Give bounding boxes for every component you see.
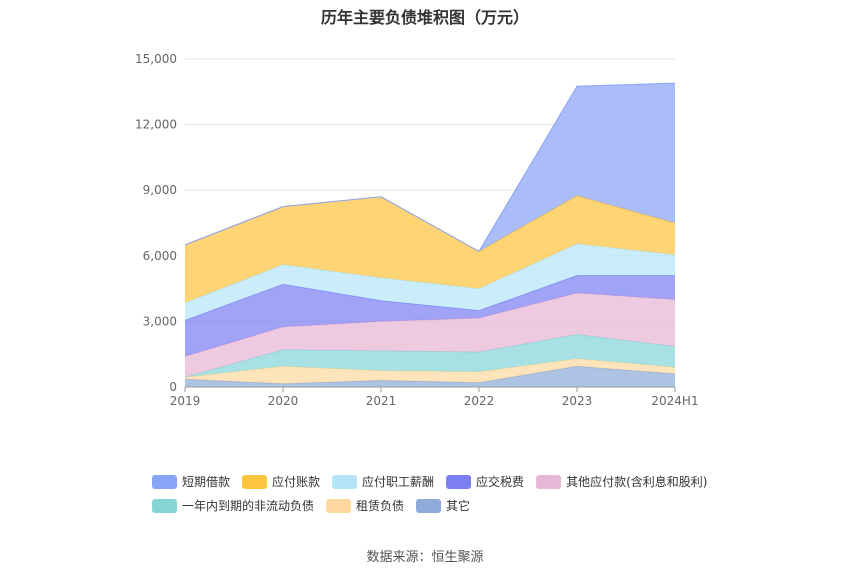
y-tick-label: 6,000 (143, 249, 177, 263)
legend-swatch[interactable] (326, 499, 352, 513)
y-tick-label: 15,000 (135, 52, 177, 66)
area-series-应付职工薪酬 (185, 243, 675, 321)
y-tick-label: 0 (169, 380, 177, 394)
legend-label[interactable]: 应交税费 (476, 474, 524, 489)
legend-swatch[interactable] (242, 475, 268, 489)
legend-swatch[interactable] (416, 499, 442, 513)
x-tick-label: 2020 (268, 394, 299, 408)
y-tick-label: 12,000 (135, 118, 177, 132)
legend-swatch[interactable] (536, 475, 562, 489)
area-series (184, 82, 676, 387)
area-series-其它 (185, 366, 675, 387)
area-series-应交税费 (185, 275, 675, 357)
legend-label[interactable]: 租赁负债 (356, 499, 404, 513)
area-edge-一年内到期的非流动负债 (184, 333, 676, 378)
data-source: 数据来源：恒生聚源 (366, 550, 484, 565)
y-tick-label: 9,000 (143, 183, 177, 197)
x-tick-label: 2019 (170, 394, 201, 408)
x-tick-label: 2022 (464, 394, 495, 408)
legend-label[interactable]: 应付账款 (272, 474, 320, 489)
chart-title: 历年主要负债堆积图（万元） (320, 8, 529, 27)
legend-swatch[interactable] (332, 475, 358, 489)
legend-swatch[interactable] (152, 475, 177, 489)
legend-label[interactable]: 应付职工薪酬 (362, 474, 434, 489)
x-tick-label: 2023 (562, 394, 593, 408)
legend-label[interactable]: 短期借款 (182, 475, 230, 489)
legend-label[interactable]: 其它 (446, 498, 470, 513)
x-tick-label: 2024H1 (651, 394, 698, 408)
axes: 0 3,000 6,000 9,000 12,000 15,000 2019 2020 2021… (135, 52, 699, 408)
legend-swatch[interactable] (152, 499, 177, 513)
legend-label[interactable]: 一年内到期的非流动负债 (182, 498, 314, 513)
y-tick-label: 3,000 (143, 314, 177, 328)
area-series-短期借款 (185, 83, 675, 252)
legend[interactable]: 短期借款 应付账款 应付职工薪酬 应交税费 其他应付款(含利息和股利) 一年内到期的非流动… (152, 474, 707, 513)
area-series-其他应付款(含利息和股利) (185, 293, 675, 378)
area-series-应付账款 (185, 195, 675, 303)
x-tick-label: 2021 (366, 394, 397, 408)
area-series-一年内到期的非流动负债 (185, 334, 675, 378)
legend-swatch[interactable] (446, 475, 472, 489)
legend-label[interactable]: 其他应付款(含利息和股利) (566, 474, 707, 489)
area-edge-短期借款 (184, 82, 676, 253)
